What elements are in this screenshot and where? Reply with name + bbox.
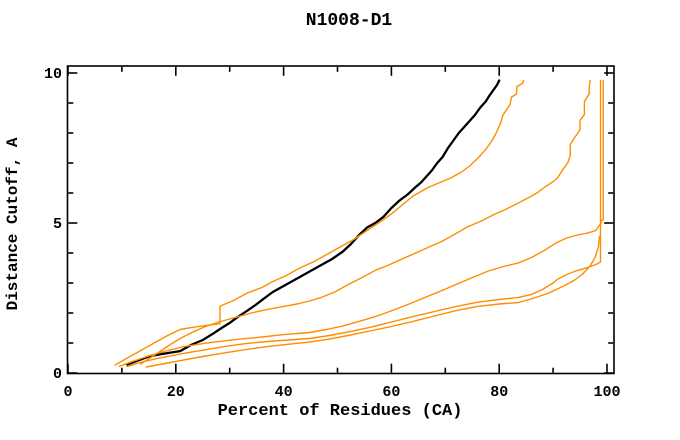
x-tick-label: 60	[382, 384, 400, 401]
model-curve-orange-5	[145, 235, 601, 368]
model-curve-black	[126, 79, 501, 366]
tick-labels: 0 20 40 60 80 100 0 5 10	[44, 66, 621, 401]
axes-and-ticks	[66, 65, 615, 375]
y-tick-label: 5	[53, 216, 62, 233]
model-curve-orange-4	[126, 79, 602, 368]
curve-series	[114, 79, 604, 368]
model-curve-orange-2	[140, 79, 591, 365]
y-tick-label: 10	[44, 66, 62, 83]
x-tick-label: 80	[490, 384, 508, 401]
x-axis-label: Percent of Residues (CA)	[218, 402, 463, 421]
x-tick-label: 40	[275, 384, 293, 401]
x-tick-label: 0	[63, 384, 72, 401]
plot-title: N1008-D1	[306, 11, 393, 31]
y-axis-label: Distance Cutoff, A	[4, 137, 22, 310]
x-tick-label: 100	[593, 384, 620, 401]
x-tick-label: 20	[167, 384, 185, 401]
model-curve-orange-1	[114, 79, 525, 366]
model-curve-orange-3	[118, 79, 604, 368]
plot-border	[66, 65, 615, 375]
y-tick-label: 0	[53, 366, 62, 383]
